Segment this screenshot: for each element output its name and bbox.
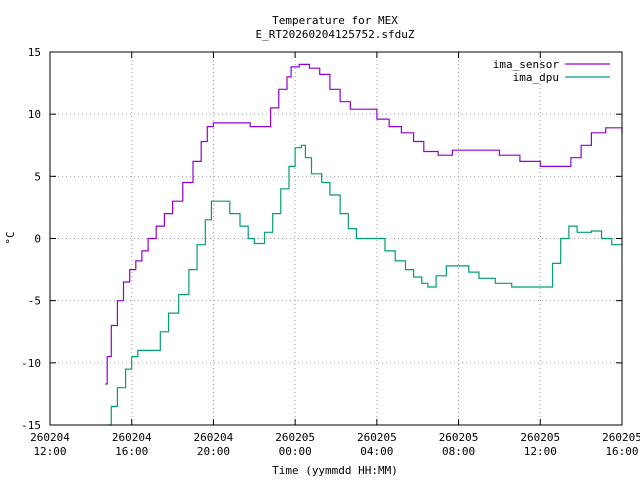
- x-tick-label-time: 04:00: [360, 445, 393, 458]
- y-axis-label: °C: [4, 231, 17, 244]
- x-tick-label-date: 260204: [194, 431, 234, 444]
- y-tick-label: -15: [21, 419, 41, 432]
- x-tick-label-time: 16:00: [605, 445, 638, 458]
- y-tick-label: -5: [28, 295, 41, 308]
- grid-layer: [50, 52, 622, 425]
- series-line-ima-dpu: [107, 144, 623, 426]
- x-tick-label-time: 08:00: [442, 445, 475, 458]
- x-tick-label-date: 260205: [439, 431, 479, 444]
- chart-title: Temperature for MEX: [272, 14, 398, 27]
- x-tick-label-time: 00:00: [279, 445, 312, 458]
- x-tick-label-date: 260205: [520, 431, 560, 444]
- x-tick-label-date: 260204: [112, 431, 152, 444]
- y-tick-label: 0: [34, 233, 41, 246]
- x-tick-label-date: 260205: [275, 431, 315, 444]
- x-tick-label-date: 260205: [602, 431, 640, 444]
- plot-frame: [49, 51, 623, 426]
- series-layer: [105, 63, 623, 426]
- x-tick-label-date: 260205: [357, 431, 397, 444]
- y-tick-label: 5: [34, 170, 41, 183]
- x-axis-label: Time (yymmdd HH:MM): [272, 464, 398, 477]
- x-tick-label-time: 20:00: [197, 445, 230, 458]
- legend: ima_sensor ima_dpu: [493, 58, 610, 84]
- legend-label-ima-dpu: ima_dpu: [513, 71, 559, 84]
- chart-subtitle: E_RT20260204125752.sfduZ: [256, 28, 415, 41]
- tick-layer: -15-10-505101526020412:0026020416:002602…: [21, 46, 640, 458]
- y-tick-label: 15: [28, 46, 41, 59]
- series-line-ima-sensor: [105, 63, 623, 385]
- x-tick-label-time: 16:00: [115, 445, 148, 458]
- y-tick-label: 10: [28, 108, 41, 121]
- x-tick-label-time: 12:00: [524, 445, 557, 458]
- x-tick-label-time: 12:00: [33, 445, 66, 458]
- legend-label-ima-sensor: ima_sensor: [493, 58, 560, 71]
- y-tick-label: -10: [21, 357, 41, 370]
- x-tick-label-date: 260204: [30, 431, 70, 444]
